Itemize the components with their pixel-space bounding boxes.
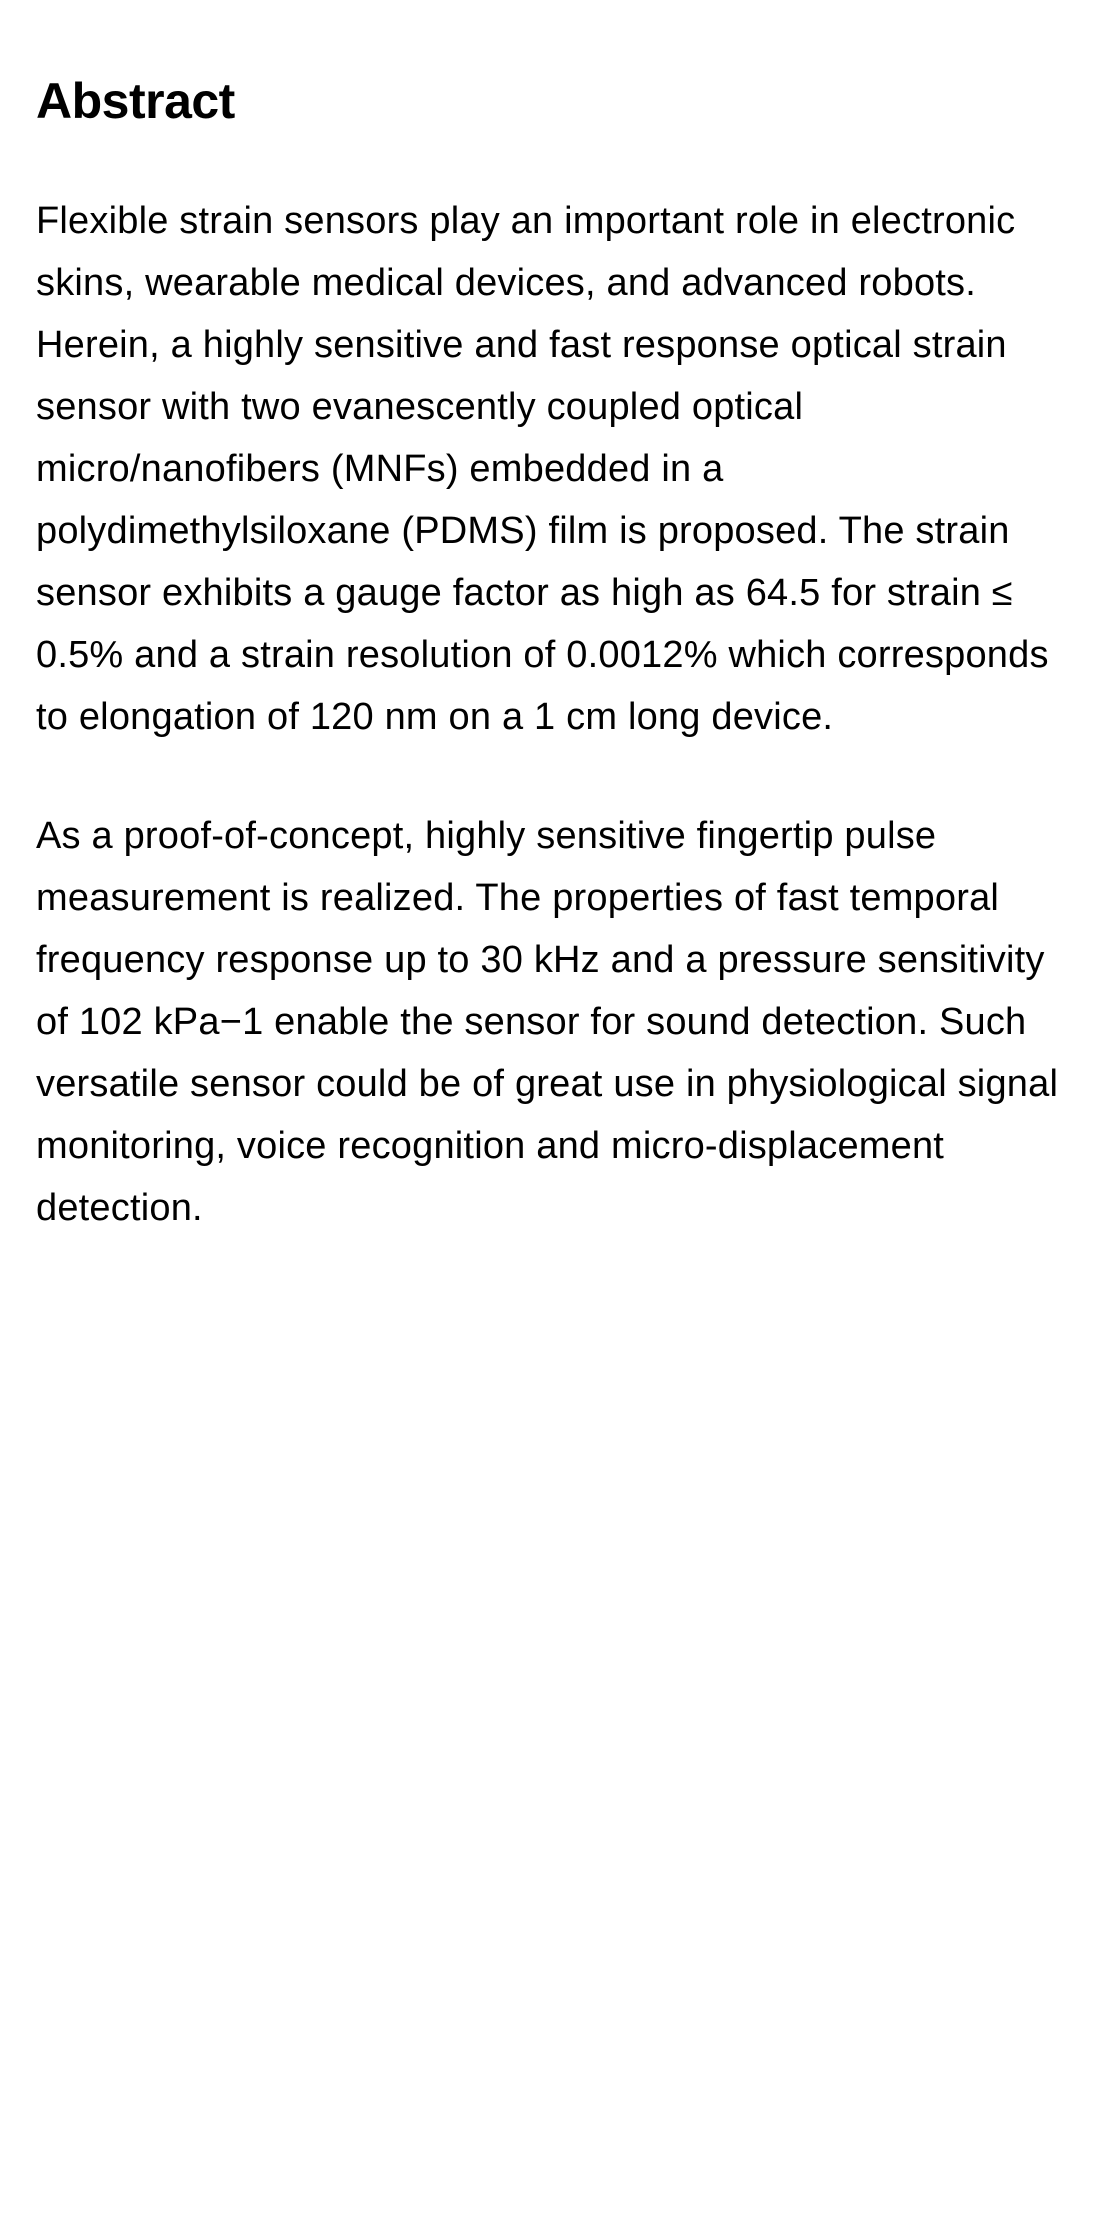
abstract-paragraph-1: Flexible strain sensors play an importan…: [36, 191, 1081, 748]
abstract-heading: Abstract: [36, 74, 1081, 129]
abstract-paragraph-2: As a proof-of-concept, highly sensitive …: [36, 806, 1081, 1240]
